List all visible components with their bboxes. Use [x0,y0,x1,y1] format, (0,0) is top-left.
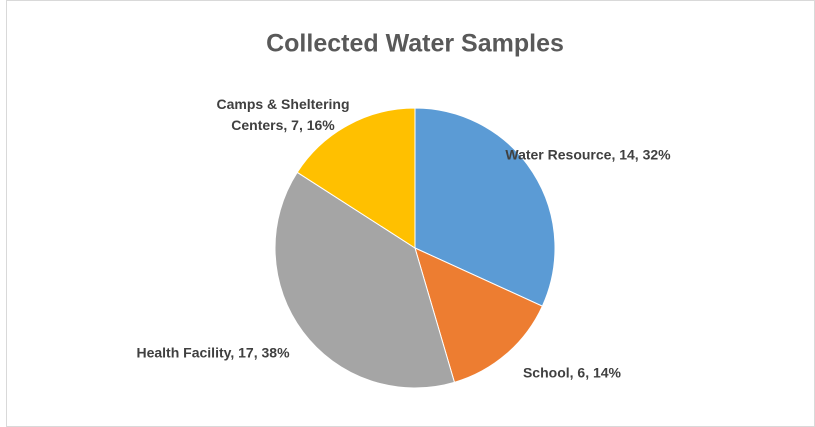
chart-title: Collected Water Samples [266,30,564,58]
data-label: Health Facility, 17, 38% [136,344,290,361]
data-label: Camps & Sheltering Centers, 7, 16% [216,96,350,133]
data-label: School, 6, 14% [522,364,622,381]
pie-slice [414,247,544,383]
pie-slice [274,171,456,389]
data-label: Water Resource, 14, 32% [505,146,671,163]
pie-slice [296,107,416,249]
pie-slice [414,107,556,307]
